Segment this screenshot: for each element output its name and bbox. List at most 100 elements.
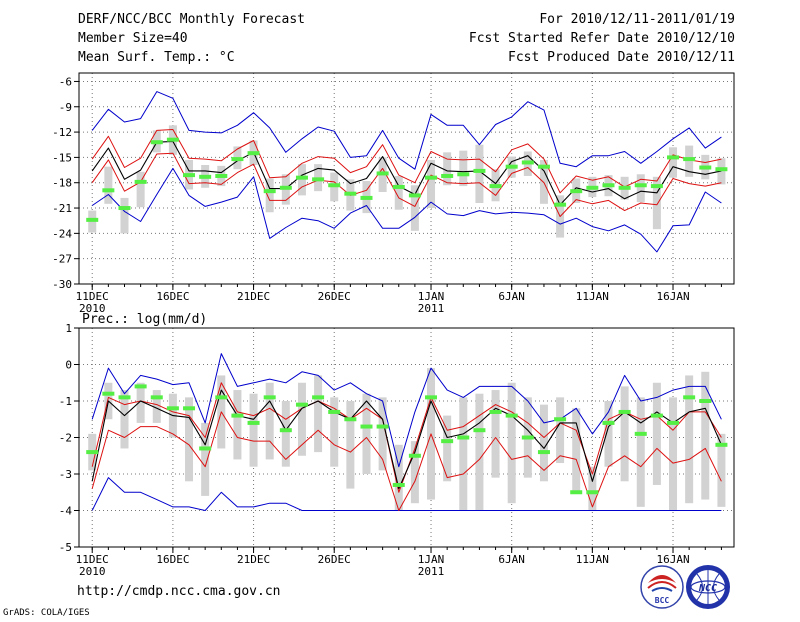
prec-y-tick-label: -4: [59, 505, 73, 518]
temp-spread-box: [669, 147, 678, 178]
prec-median-mark: [618, 409, 631, 414]
temp-spread-box: [459, 150, 468, 187]
prec-spread-box: [636, 397, 645, 507]
prec-y-tick-label: 0: [65, 359, 72, 372]
header-title: DERF/NCC/BCC Monthly Forecast: [78, 12, 305, 27]
prec-x-year-label: 2011: [418, 565, 445, 578]
prec-median-mark: [570, 490, 583, 495]
prec-mean-line: [91, 389, 722, 490]
prec-spread-box: [475, 393, 484, 511]
prec-x-tick-label: 6JAN: [498, 553, 525, 566]
prec-spread-box: [394, 444, 403, 511]
temp-median-mark: [667, 155, 680, 160]
temp-median-mark: [457, 172, 470, 177]
temp-median-mark: [489, 184, 502, 189]
temp-minus-std-line: [91, 152, 722, 217]
prec-median-mark: [683, 395, 696, 400]
temp-spread-box: [394, 175, 403, 210]
temp-y-tick-label: -30: [52, 278, 72, 291]
ncc-logo-label: NCC: [698, 583, 717, 594]
prec-x-tick-label: 21DEC: [237, 553, 270, 566]
prec-spread-box: [459, 397, 468, 511]
temp-spread-box: [652, 176, 661, 230]
prec-y-tick-label: -1: [59, 395, 72, 408]
prec-spread-box: [652, 382, 661, 485]
prec-spread-box: [685, 375, 694, 504]
prec-median-mark: [650, 413, 663, 418]
temp-median-mark: [505, 164, 518, 169]
prec-spread-box: [491, 390, 500, 478]
prec-spread-box: [152, 390, 161, 423]
prec-spread-box: [604, 401, 613, 467]
temp-spread-box: [427, 159, 436, 209]
temp-median-mark: [247, 151, 260, 156]
prec-median-mark: [344, 417, 357, 422]
temp-x-year-label: 2010: [79, 302, 106, 315]
temp-y-tick-label: -15: [52, 151, 72, 164]
prec-spread-box: [410, 441, 419, 504]
temp-median-mark: [634, 183, 647, 188]
prec-spread-box: [717, 433, 726, 507]
temp-spread-box: [136, 171, 145, 208]
prec-median-mark: [247, 420, 260, 425]
ncc-logo: NCC: [686, 565, 730, 609]
prec-minus-std-line: [91, 411, 722, 511]
prec-spread-box: [249, 393, 258, 467]
temp-median-mark: [392, 184, 405, 189]
prec-spread-box: [185, 397, 194, 482]
temp-median-mark: [376, 171, 389, 176]
prec-median-mark: [328, 409, 341, 414]
prec-x-tick-label: 16JAN: [656, 553, 689, 566]
prec-y-tick-label: -3: [59, 468, 72, 481]
temp-spread-box: [104, 166, 113, 204]
prec-spread-box: [507, 382, 516, 504]
temp-x-tick-label: 16JAN: [656, 290, 689, 303]
temp-median-mark: [360, 195, 373, 200]
prec-median-mark: [521, 435, 534, 440]
footer-url[interactable]: http://cmdp.ncc.cma.gov.cn: [77, 584, 281, 599]
temp-y-tick-label: -24: [52, 227, 72, 240]
prec-spread-box: [297, 382, 306, 456]
prec-spread-box: [620, 386, 629, 482]
prec-median-mark: [263, 395, 276, 400]
prec-x-year-label: 2010: [79, 565, 106, 578]
prec-spread-box: [539, 404, 548, 482]
prec-median-mark: [183, 406, 196, 411]
prec-median-mark: [602, 420, 615, 425]
footer-grads-credit: GrADS: COLA/IGES: [3, 608, 90, 618]
temp-x-tick-label: 11DEC: [76, 290, 109, 303]
bcc-logo: BCC: [640, 565, 684, 609]
temp-y-tick-label: -18: [52, 177, 72, 190]
temp-plus-std-line: [91, 129, 722, 194]
header-fcst-produced: Fcst Produced Date 2010/12/11: [508, 50, 735, 65]
temp-x-tick-label: 1JAN: [418, 290, 445, 303]
prec-min-line: [91, 477, 722, 511]
prec-median-mark: [150, 395, 163, 400]
prec-median-mark: [554, 417, 567, 422]
prec-median-mark: [102, 391, 115, 396]
temp-median-mark: [554, 202, 567, 207]
prec-median-mark: [425, 395, 438, 400]
prec-median-mark: [295, 402, 308, 407]
temp-x-tick-label: 16DEC: [156, 290, 189, 303]
temp-x-year-label: 2011: [418, 302, 445, 315]
header-member-size: Member Size=40: [78, 31, 188, 46]
temp-median-mark: [408, 193, 421, 198]
header-variable: Mean Surf. Temp.: °C: [78, 50, 235, 65]
temp-median-mark: [328, 183, 341, 188]
prec-x-tick-label: 1JAN: [418, 553, 445, 566]
prec-median-mark: [441, 439, 454, 444]
bcc-logo-label: BCC: [655, 596, 670, 605]
prec-spread-box: [588, 466, 597, 511]
prec-median-mark: [134, 384, 147, 389]
prec-median-mark: [537, 450, 550, 455]
temp-y-tick-label: -12: [52, 126, 72, 139]
temp-median-mark: [618, 185, 631, 190]
temp-median-mark: [134, 179, 147, 184]
temp-spread-box: [265, 178, 274, 213]
temp-median-mark: [166, 137, 179, 142]
temp-x-tick-label: 26DEC: [318, 290, 351, 303]
temp-median-mark: [279, 185, 292, 190]
prec-x-tick-label: 26DEC: [318, 553, 351, 566]
prec-median-mark: [586, 490, 599, 495]
